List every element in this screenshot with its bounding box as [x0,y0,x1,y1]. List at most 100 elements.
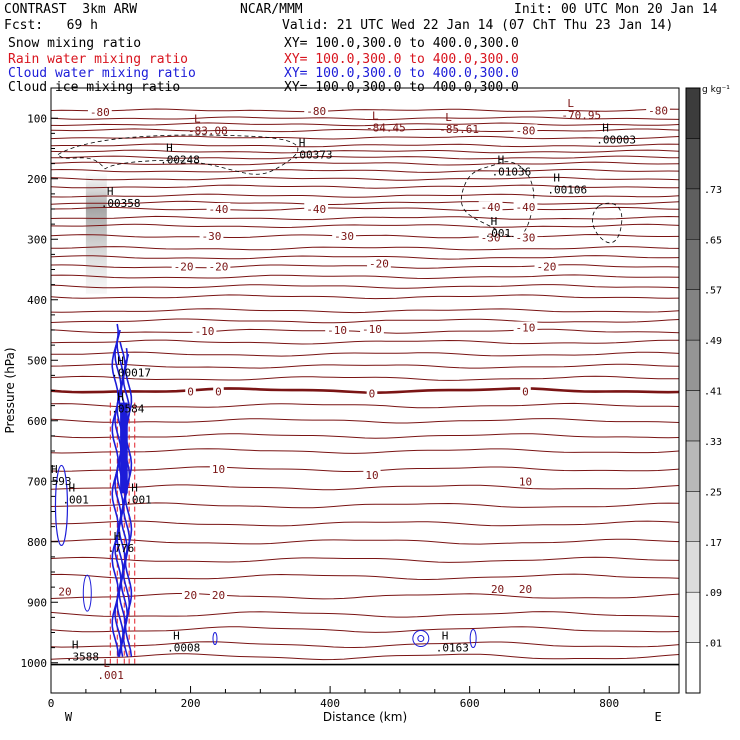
extremum-value: .0008 [167,642,200,655]
isotherm-label-bg [192,325,217,337]
isotherm-label: -10 [195,325,215,338]
isotherm-label: -40 [481,201,501,214]
isotherm-line [51,206,679,212]
extremum-marker: H [117,391,124,404]
isotherm-line [51,135,679,140]
colorbar-segment [685,239,701,290]
extremum-value: -84.45 [366,121,406,134]
ice-contour-east [460,161,535,238]
isotherm-label-bg [199,230,224,242]
isotherm-label-bg [366,387,378,399]
isotherm-label-bg [488,582,507,594]
isotherm-label: -30 [334,230,354,243]
x-tick-label: 200 [181,697,201,710]
isotherm-label-bg [209,588,228,600]
isotherm-label: 20 [58,585,71,598]
isotherm-label: -20 [209,260,229,273]
east-label: E [654,710,661,724]
isotherm-label-bg [367,257,391,269]
extremum-value: .001 [97,669,124,682]
isotherm-label: -10 [362,323,382,336]
ice-contour-west [57,134,299,175]
colorbar-segment [685,541,701,593]
isotherm-label-bg [304,203,329,214]
isotherm-line [51,116,679,121]
extremum-marker: H [117,354,124,367]
extremum-marker: H [173,630,180,643]
colorbar-tick-label: .25 [704,487,722,498]
isotherm-label-bg [181,588,200,600]
isotherm-label: 0 [522,386,529,399]
y-tick-label: 100 [27,112,47,125]
isotherm-label-bg [325,324,349,335]
extremum-value: -83.08 [188,124,228,137]
isotherm-label-bg [513,124,538,136]
isotherm-line [51,233,679,239]
isotherm-line [51,402,679,409]
isotherm-label-bg [171,260,196,272]
x-tick-label: 400 [320,697,340,710]
isotherm-label: -40 [209,203,229,216]
colorbar-frame [685,87,701,694]
isotherm-line [51,653,679,661]
extremum-value: .001 [62,493,89,506]
field-cloud-water-name: Cloud water mixing ratio [8,66,196,81]
x-tick-label: 0 [48,697,55,710]
field-rain-xy: XY= 100.0,300.0 to 400.0,300.0 [284,52,519,67]
colorbar-segment [685,87,701,139]
isotherm-line [51,200,679,205]
isotherm-label-bg [206,260,231,272]
isotherm-label-bg [520,385,531,397]
extremum-value: .593 [45,475,72,488]
colorbar-tick-label: .65 [704,235,722,246]
isotherm-line [51,308,679,314]
isotherm-label: -40 [306,203,326,216]
extremum-marker: H [68,481,75,494]
isotherm-line [51,433,679,439]
isotherm-line [51,168,679,173]
extremum-value: .0163 [436,642,469,655]
extremum-value: .3588 [66,651,99,664]
isotherm-label: -20 [174,260,194,273]
cloud-water-blob [212,632,218,646]
isotherm-label: -30 [481,231,501,244]
extremum-marker: H [114,530,121,543]
isotherm-label: -10 [516,322,536,335]
isotherm-line [51,294,679,300]
isotherm-label-bg [513,201,538,213]
colorbar-segment [685,642,701,694]
extremum-value: .001 [125,493,152,506]
extremum-marker: L [194,112,201,125]
isotherm-line [51,502,679,509]
extremum-marker: L [372,109,379,122]
extremum-value: .0584 [111,403,144,416]
isotherm-line [51,215,679,221]
isotherm-label-bg [513,231,538,243]
extremum-marker: H [72,639,79,652]
isotherm-line [51,484,679,491]
cloud-water-core [120,402,128,494]
y-tick-label: 500 [27,354,47,367]
isotherm-label-bg [87,106,112,118]
field-cloud-ice-xy: XY= 100.0,300.0 to 400.0,300.0 [284,80,519,95]
isotherm-line [51,556,679,563]
y-tick-label: 300 [27,233,47,246]
colorbar-tick-label: .49 [704,336,722,347]
x-tick-label: 600 [460,697,480,710]
model-title: CONTRAST 3km ARW [4,2,138,17]
isotherm-label: -80 [306,105,326,118]
extremum-marker: L [103,657,110,670]
colorbar-tick-label: .41 [704,387,722,398]
isotherm-line [51,223,679,229]
extremum-marker: H [131,481,138,494]
field-snow-xy: XY= 100.0,300.0 to 400.0,300.0 [284,36,519,51]
cloud-water-blob [412,630,430,648]
isotherm-label-bg [516,582,535,594]
isotherm-label: 10 [365,469,378,482]
colorbar-tick-label: .57 [704,286,722,297]
colorbar-segment [685,188,701,240]
isotherm-label: -20 [369,257,389,270]
extremum-marker: H [553,172,560,185]
cloud-water-blob [417,635,425,643]
isotherm-label-bg [209,463,228,475]
